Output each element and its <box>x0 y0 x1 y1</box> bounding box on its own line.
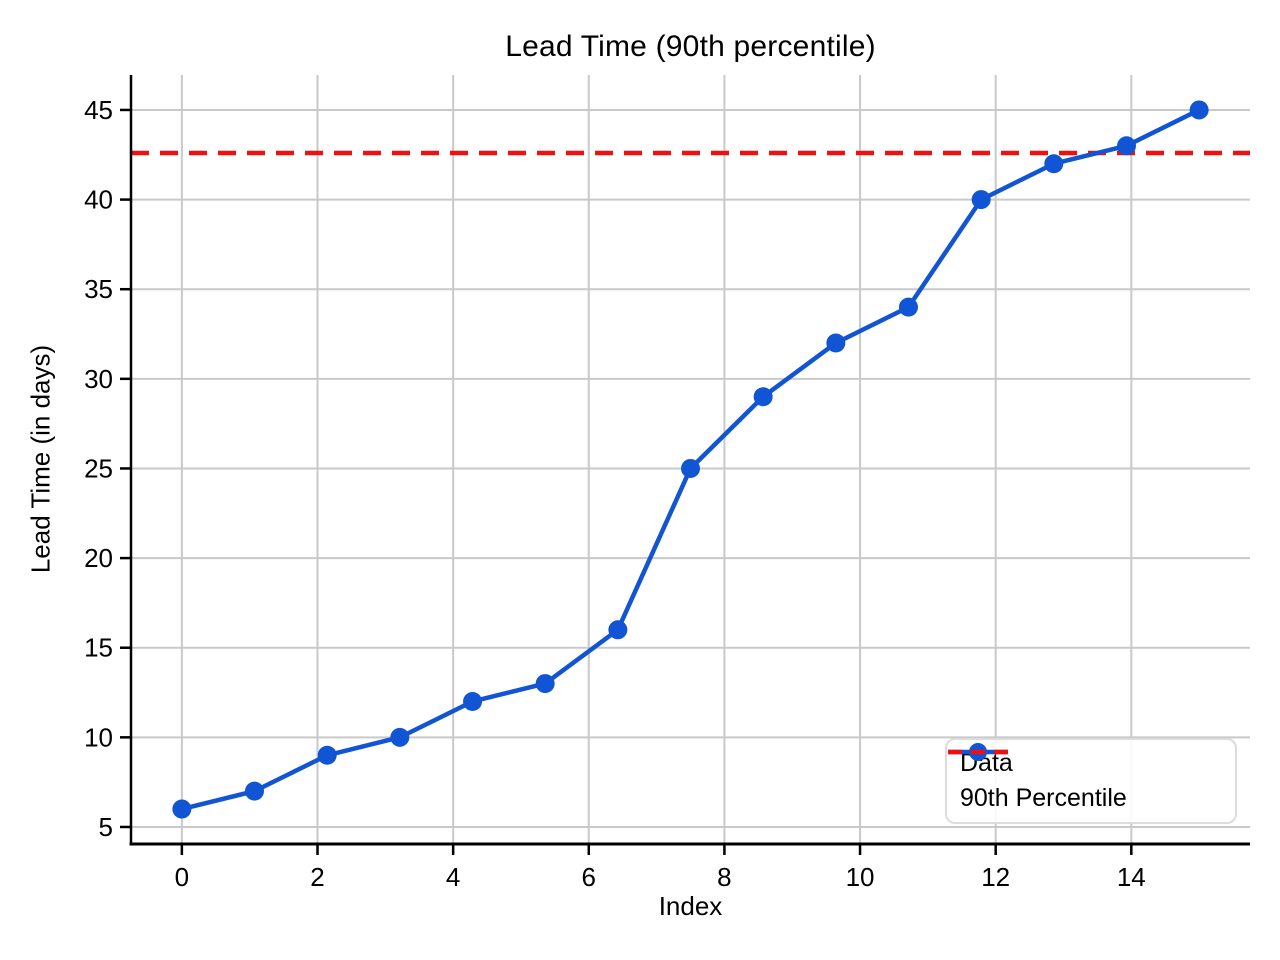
legend-item-percentile: 90th Percentile <box>948 749 1235 813</box>
x-tick-label: 12 <box>981 862 1010 892</box>
data-point <box>1044 154 1064 174</box>
data-point <box>172 799 192 819</box>
x-tick-label: 8 <box>717 862 731 892</box>
data-point <box>535 674 555 694</box>
legend-label-percentile: 90th Percentile <box>960 784 1127 813</box>
data-point <box>898 297 918 317</box>
data-point <box>826 333 846 353</box>
y-tick-label: 40 <box>84 185 113 215</box>
data-point <box>971 190 991 210</box>
data-point <box>390 727 410 747</box>
x-tick-label: 10 <box>846 862 875 892</box>
y-tick-label: 15 <box>84 633 113 663</box>
x-tick-label: 0 <box>175 862 189 892</box>
y-tick-label: 35 <box>84 274 113 304</box>
y-tick-label: 25 <box>84 453 113 483</box>
x-axis-label: Index <box>658 891 723 921</box>
chart-title: Lead Time (90th percentile) <box>505 30 876 63</box>
data-point <box>608 620 628 640</box>
x-tick-label: 6 <box>582 862 596 892</box>
y-tick-label: 5 <box>99 812 113 842</box>
data-point <box>1117 136 1137 156</box>
data-point <box>753 387 773 407</box>
data-point <box>317 745 337 765</box>
x-tick-label: 2 <box>310 862 324 892</box>
data-point <box>681 458 700 478</box>
x-tick-label: 4 <box>446 862 460 892</box>
y-tick-label: 20 <box>84 543 113 573</box>
data-point <box>463 691 483 711</box>
legend: Data 90th Percentile <box>945 738 1237 824</box>
dashed-line-swatch-icon <box>948 749 1008 755</box>
y-tick-label: 30 <box>84 364 113 394</box>
y-axis-label: Lead Time (in days) <box>25 344 56 574</box>
y-tick-label: 10 <box>84 722 113 752</box>
y-tick-label: 45 <box>84 95 113 125</box>
data-point <box>1189 100 1209 120</box>
x-tick-label: 14 <box>1117 862 1146 892</box>
data-point <box>244 781 264 801</box>
